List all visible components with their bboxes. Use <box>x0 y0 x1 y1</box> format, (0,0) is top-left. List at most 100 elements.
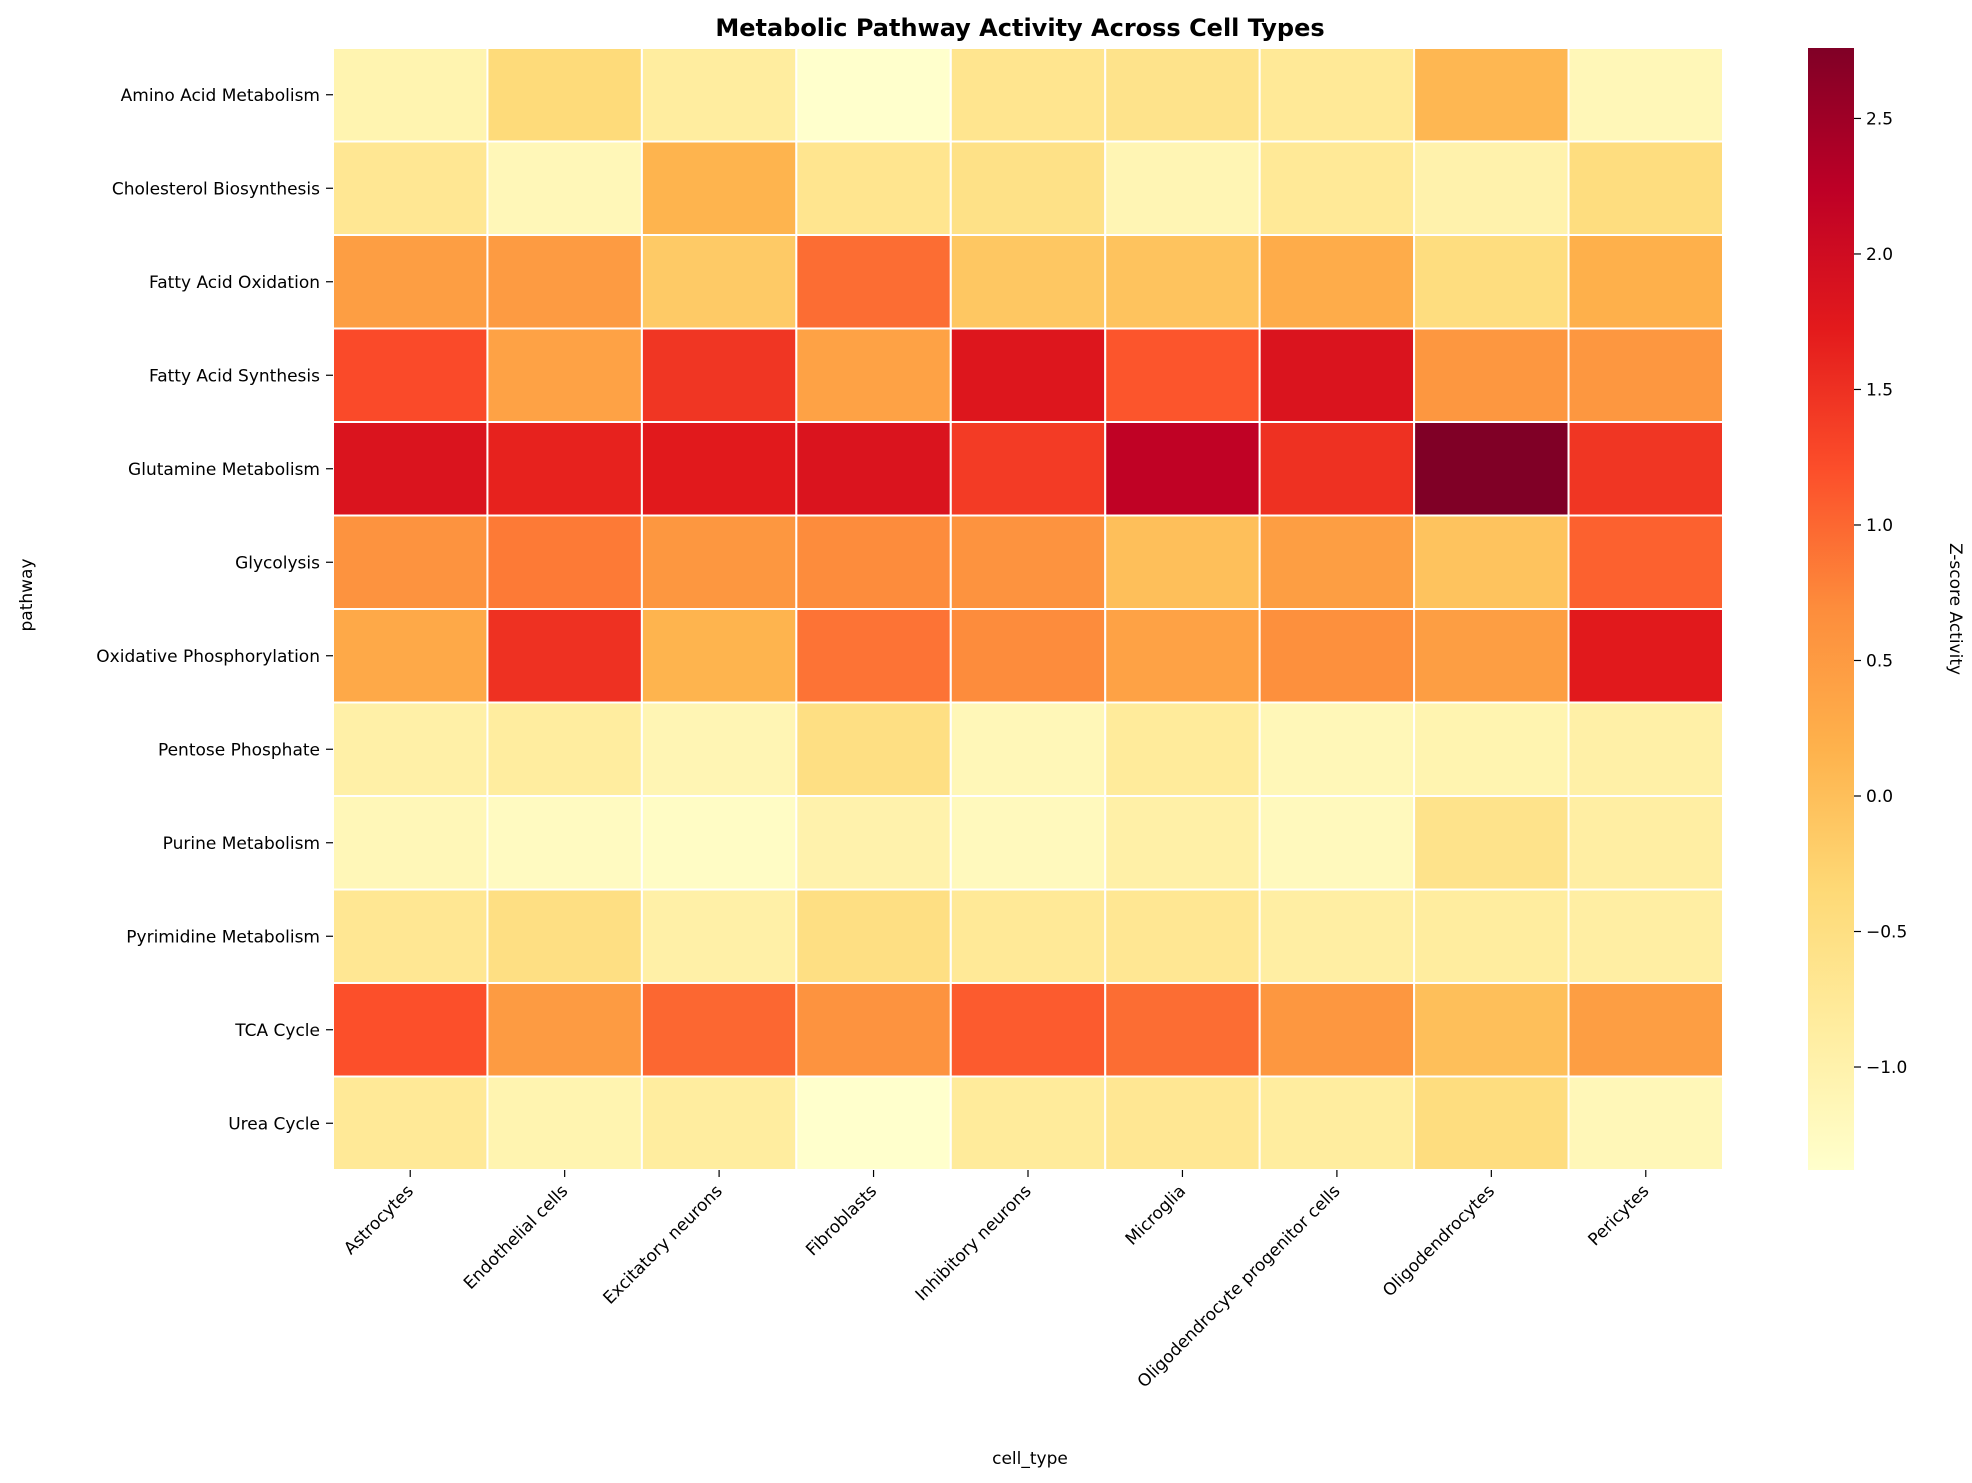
y-tick-label: Fatty Acid Oxidation <box>149 273 320 293</box>
heatmap-cell <box>1567 47 1724 143</box>
heatmap-cell <box>1104 47 1261 143</box>
colorbar-tick-label: −0.5 <box>1866 923 1907 943</box>
heatmap-cell <box>1567 701 1724 797</box>
heatmap-cell <box>640 47 798 143</box>
heatmap-cell <box>640 701 798 797</box>
y-tick-label: Fatty Acid Synthesis <box>149 366 320 386</box>
heatmap-cell <box>1104 1075 1261 1171</box>
colorbar-label: Z-score Activity <box>1945 543 1965 675</box>
x-tick-label: Oligodendrocytes <box>1379 1181 1499 1301</box>
heatmap-cell <box>949 47 1107 143</box>
x-tick-label: Pericytes <box>1585 1181 1654 1250</box>
x-tick-label: Excitatory neurons <box>599 1181 726 1308</box>
heatmap-cell <box>949 795 1107 891</box>
heatmap-cell <box>640 514 798 610</box>
heatmap-cell <box>1104 514 1261 610</box>
heatmap-cell <box>949 234 1107 330</box>
heatmap-cell <box>949 140 1107 236</box>
y-tick-label: Pyrimidine Metabolism <box>126 927 320 947</box>
heatmap-cell <box>1567 140 1724 236</box>
heatmap-cell <box>795 1075 952 1171</box>
heatmap-cell <box>1567 795 1724 891</box>
heatmap-cell <box>640 327 798 423</box>
heatmap-cell <box>1104 327 1261 423</box>
heatmap-cell <box>1413 47 1570 143</box>
heatmap-cell <box>949 701 1107 797</box>
x-tick-label: Inhibitory neurons <box>912 1181 1036 1305</box>
heatmap-cell <box>1567 608 1724 704</box>
y-axis-ticks: Amino Acid Metabolism Cholesterol Biosynt… <box>96 86 333 1134</box>
y-tick-label: Pentose Phosphate <box>158 740 320 760</box>
heatmap-cell <box>795 608 952 704</box>
heatmap-cell <box>795 47 952 143</box>
x-tick-label: Fibroblasts <box>802 1181 881 1260</box>
heatmap-cell <box>332 421 489 517</box>
heatmap-cell <box>1104 234 1261 330</box>
heatmap-cell <box>1413 701 1570 797</box>
heatmap-cell <box>949 514 1107 610</box>
heatmap-cell <box>1258 421 1416 517</box>
heatmap-cell <box>795 888 952 984</box>
heatmap-cell <box>1413 982 1570 1078</box>
colorbar-tick-label: −1.0 <box>1866 1058 1907 1078</box>
heatmap-cell <box>949 421 1107 517</box>
heatmap-cell <box>949 888 1107 984</box>
heatmap-cell <box>1104 140 1261 236</box>
heatmap-cell <box>486 421 643 517</box>
heatmap-cell <box>1258 47 1416 143</box>
heatmap-cell <box>332 608 489 704</box>
heatmap-cell <box>1567 982 1724 1078</box>
y-tick-label: Amino Acid Metabolism <box>121 86 320 106</box>
colorbar-tick-label: 1.5 <box>1866 380 1893 400</box>
colorbar-tick-label: 1.0 <box>1866 516 1893 536</box>
heatmap-cell <box>1258 1075 1416 1171</box>
heatmap-cell <box>332 234 489 330</box>
heatmap-cell <box>1567 514 1724 610</box>
heatmap-cell <box>1258 234 1416 330</box>
heatmap-cell <box>1258 795 1416 891</box>
heatmap-cell <box>1567 1075 1724 1171</box>
x-tick-label: Astrocytes <box>340 1181 418 1259</box>
heatmap-cell <box>1104 701 1261 797</box>
heatmap-cell <box>332 888 489 984</box>
heatmap-cell <box>486 47 643 143</box>
heatmap-cell <box>1413 1075 1570 1171</box>
y-tick-label: Oxidative Phosphorylation <box>96 647 320 667</box>
y-tick-label: Cholesterol Biosynthesis <box>112 179 320 199</box>
heatmap-cell <box>332 514 489 610</box>
y-tick-label: Urea Cycle <box>228 1114 320 1134</box>
x-axis-label: cell_type <box>992 1449 1068 1469</box>
heatmap-cell <box>332 1075 489 1171</box>
colorbar-tick-label: 2.0 <box>1866 245 1893 265</box>
heatmap-cell <box>1258 140 1416 236</box>
colorbar-tick-label: 0.5 <box>1866 651 1893 671</box>
heatmap-cell <box>1104 421 1261 517</box>
heatmap-cell <box>795 982 952 1078</box>
heatmap-cell <box>486 140 643 236</box>
heatmap-cell <box>1567 234 1724 330</box>
y-tick-label: Glycolysis <box>235 553 320 573</box>
heatmap-cell <box>1104 608 1261 704</box>
heatmap-cell <box>332 982 489 1078</box>
heatmap-cell <box>1413 608 1570 704</box>
heatmap-cell <box>1104 795 1261 891</box>
heatmap-cell <box>1413 234 1570 330</box>
heatmap-cell <box>1104 888 1261 984</box>
heatmap-cell <box>332 795 489 891</box>
heatmap-cell <box>1258 608 1416 704</box>
heatmap-cell <box>949 327 1107 423</box>
colorbar <box>1808 48 1854 1170</box>
heatmap-cell <box>795 140 952 236</box>
y-tick-label: Glutamine Metabolism <box>128 460 320 480</box>
heatmap-cell <box>795 327 952 423</box>
y-tick-label: TCA Cycle <box>234 1021 320 1041</box>
heatmap-cell <box>640 608 798 704</box>
y-tick-label: Purine Metabolism <box>163 834 320 854</box>
x-axis-ticks: Astrocytes Endothelial cells Excitatory ne… <box>340 1170 1653 1392</box>
heatmap-cell <box>640 140 798 236</box>
heatmap-cell <box>486 701 643 797</box>
heatmap-cell <box>486 234 643 330</box>
heatmap-cell <box>332 140 489 236</box>
heatmap-cell <box>486 982 643 1078</box>
